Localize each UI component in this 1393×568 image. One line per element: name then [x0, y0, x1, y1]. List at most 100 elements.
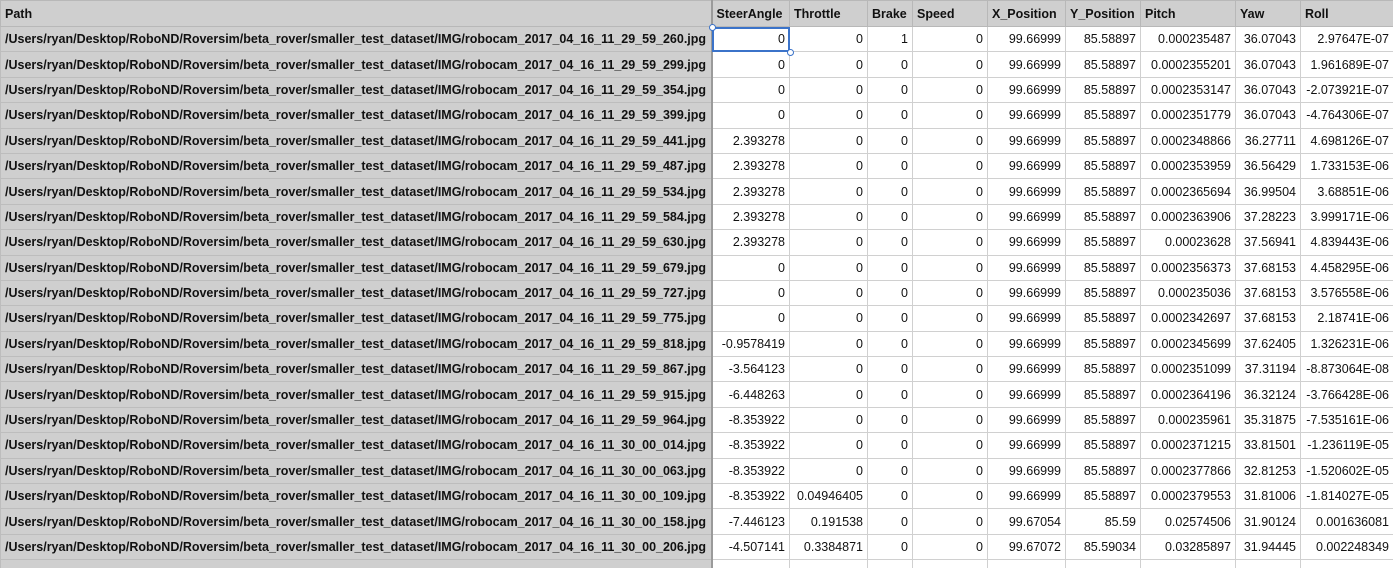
cell-y-position[interactable]: 85.58897	[1065, 76, 1141, 104]
cell-pitch[interactable]: 0.0002363906	[1140, 203, 1236, 231]
cell-pitch[interactable]: 0.0002351779	[1140, 102, 1236, 129]
cell-yaw[interactable]: 36.27711	[1235, 127, 1301, 154]
cell-brake[interactable]: 0	[867, 381, 913, 408]
cell-y-position[interactable]: 85.58897	[1065, 203, 1141, 231]
cell-speed[interactable]	[912, 559, 988, 568]
cell-throttle[interactable]: 0	[789, 203, 868, 231]
cell-pitch[interactable]: 0.0002364196	[1140, 381, 1236, 408]
cell-pitch[interactable]: 0.000235487	[1140, 25, 1236, 53]
cell-pitch[interactable]: 0.0002351099	[1140, 356, 1236, 383]
cell-roll[interactable]: 3.68851E-06	[1300, 178, 1393, 205]
cell-speed[interactable]: 0	[912, 381, 988, 408]
cell-roll[interactable]: -1.236119E-05	[1300, 432, 1393, 459]
cell-steerangle[interactable]: 0	[711, 76, 790, 104]
cell-pitch[interactable]: 0.03285897	[1140, 533, 1236, 561]
cell-throttle[interactable]: 0	[789, 381, 868, 408]
row-path-cell[interactable]: /Users/ryan/Desktop/RoboND/Roversim/beta…	[0, 254, 713, 281]
cell-steerangle[interactable]: -8.353922	[711, 432, 790, 459]
row-path-cell[interactable]	[0, 559, 713, 568]
cell-x-position[interactable]: 99.66999	[987, 102, 1066, 129]
cell-x-position[interactable]: 99.67054	[987, 508, 1066, 535]
column-header-brake[interactable]: Brake	[867, 0, 913, 27]
column-header-steerangle[interactable]: SteerAngle	[711, 0, 790, 27]
cell-pitch[interactable]: 0.0002342697	[1140, 305, 1236, 332]
cell-brake[interactable]: 0	[867, 254, 913, 281]
cell-brake[interactable]: 0	[867, 330, 913, 358]
cell-throttle[interactable]: 0	[789, 254, 868, 281]
cell-yaw[interactable]: 37.56941	[1235, 229, 1301, 256]
row-path-cell[interactable]: /Users/ryan/Desktop/RoboND/Roversim/beta…	[0, 356, 713, 383]
cell-pitch[interactable]: 0.0002377866	[1140, 457, 1236, 485]
cell-yaw[interactable]: 37.68153	[1235, 305, 1301, 332]
cell-x-position[interactable]: 99.66999	[987, 76, 1066, 104]
column-header-x-position[interactable]: X_Position	[987, 0, 1066, 27]
cell-speed[interactable]: 0	[912, 533, 988, 561]
cell-yaw[interactable]: 32.81253	[1235, 457, 1301, 485]
cell-y-position[interactable]: 85.58897	[1065, 381, 1141, 408]
cell-pitch[interactable]: 0.0002353147	[1140, 76, 1236, 104]
cell-y-position[interactable]: 85.58897	[1065, 279, 1141, 307]
cell-speed[interactable]: 0	[912, 76, 988, 104]
cell-brake[interactable]: 0	[867, 76, 913, 104]
cell-x-position[interactable]: 99.66999	[987, 406, 1066, 434]
cell-yaw[interactable]: 36.07043	[1235, 51, 1301, 78]
cell-yaw[interactable]: 33.81501	[1235, 432, 1301, 459]
cell-yaw[interactable]: 31.94445	[1235, 533, 1301, 561]
cell-roll[interactable]: -3.766428E-06	[1300, 381, 1393, 408]
cell-x-position[interactable]: 99.66999	[987, 229, 1066, 256]
cell-yaw[interactable]: 37.31194	[1235, 356, 1301, 383]
row-path-cell[interactable]: /Users/ryan/Desktop/RoboND/Roversim/beta…	[0, 508, 713, 535]
cell-x-position[interactable]: 99.66999	[987, 152, 1066, 180]
cell-speed[interactable]: 0	[912, 102, 988, 129]
cell-yaw[interactable]: 37.68153	[1235, 254, 1301, 281]
cell-pitch[interactable]: 0.00023628	[1140, 229, 1236, 256]
cell-brake[interactable]: 0	[867, 483, 913, 510]
cell-x-position[interactable]	[987, 559, 1066, 568]
cell-x-position[interactable]: 99.66999	[987, 432, 1066, 459]
cell-y-position[interactable]: 85.58897	[1065, 483, 1141, 510]
cell-throttle[interactable]: 0	[789, 102, 868, 129]
cell-x-position[interactable]: 99.66999	[987, 127, 1066, 154]
cell-throttle[interactable]: 0	[789, 305, 868, 332]
cell-speed[interactable]: 0	[912, 178, 988, 205]
row-path-cell[interactable]: /Users/ryan/Desktop/RoboND/Roversim/beta…	[0, 305, 713, 332]
row-path-cell[interactable]: /Users/ryan/Desktop/RoboND/Roversim/beta…	[0, 152, 713, 180]
cell-steerangle[interactable]: 0	[711, 254, 790, 281]
cell-yaw[interactable]: 31.90124	[1235, 508, 1301, 535]
cell-x-position[interactable]: 99.66999	[987, 457, 1066, 485]
cell-speed[interactable]: 0	[912, 457, 988, 485]
cell-y-position[interactable]: 85.58897	[1065, 356, 1141, 383]
cell-steerangle[interactable]: 0	[711, 102, 790, 129]
cell-pitch[interactable]: 0.000235961	[1140, 406, 1236, 434]
column-header-throttle[interactable]: Throttle	[789, 0, 868, 27]
selected-cell[interactable]: 0	[711, 25, 790, 53]
cell-y-position[interactable]	[1065, 559, 1141, 568]
cell-throttle[interactable]: 0	[789, 279, 868, 307]
cell-brake[interactable]: 0	[867, 457, 913, 485]
row-path-cell[interactable]: /Users/ryan/Desktop/RoboND/Roversim/beta…	[0, 279, 713, 307]
cell-throttle[interactable]: 0.04946405	[789, 483, 868, 510]
cell-yaw[interactable]	[1235, 559, 1301, 568]
cell-steerangle[interactable]: 2.393278	[711, 203, 790, 231]
cell-roll[interactable]	[1300, 559, 1393, 568]
cell-throttle[interactable]: 0	[789, 330, 868, 358]
cell-throttle[interactable]: 0	[789, 76, 868, 104]
cell-speed[interactable]: 0	[912, 254, 988, 281]
cell-speed[interactable]: 0	[912, 51, 988, 78]
cell-steerangle[interactable]: -3.564123	[711, 356, 790, 383]
row-path-cell[interactable]: /Users/ryan/Desktop/RoboND/Roversim/beta…	[0, 178, 713, 205]
cell-throttle[interactable]	[789, 559, 868, 568]
cell-pitch[interactable]: 0.0002379553	[1140, 483, 1236, 510]
cell-x-position[interactable]: 99.66999	[987, 483, 1066, 510]
cell-steerangle[interactable]: 2.393278	[711, 229, 790, 256]
cell-y-position[interactable]: 85.58897	[1065, 51, 1141, 78]
cell-brake[interactable]: 0	[867, 127, 913, 154]
cell-throttle[interactable]: 0.191538	[789, 508, 868, 535]
cell-brake[interactable]: 0	[867, 152, 913, 180]
cell-speed[interactable]: 0	[912, 203, 988, 231]
cell-pitch[interactable]: 0.0002371215	[1140, 432, 1236, 459]
cell-yaw[interactable]: 36.99504	[1235, 178, 1301, 205]
cell-x-position[interactable]: 99.66999	[987, 178, 1066, 205]
cell-throttle[interactable]: 0	[789, 127, 868, 154]
row-path-cell[interactable]: /Users/ryan/Desktop/RoboND/Roversim/beta…	[0, 533, 713, 561]
